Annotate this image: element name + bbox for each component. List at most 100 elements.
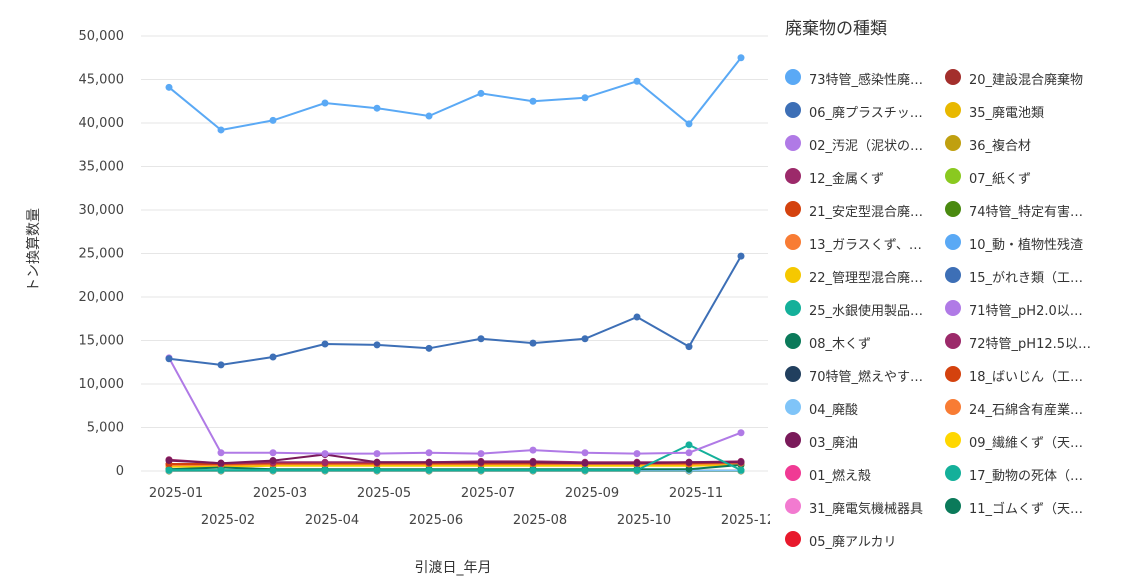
legend-item[interactable]: 31_廃電気機械器具 <box>785 496 950 516</box>
data-point[interactable] <box>425 344 433 352</box>
legend-title: 廃棄物の種類 <box>785 19 887 39</box>
data-point[interactable] <box>373 341 381 349</box>
legend-label: 03_廃油 <box>809 436 859 450</box>
legend-item[interactable]: 07_紙くず <box>945 166 1110 186</box>
data-point[interactable] <box>737 54 745 62</box>
legend-item[interactable]: 15_がれき類（工… <box>945 265 1110 285</box>
legend-swatch <box>785 234 801 250</box>
data-point[interactable] <box>477 450 485 458</box>
legend-swatch <box>785 201 801 217</box>
data-point[interactable] <box>373 104 381 112</box>
legend-item[interactable]: 18_ばいじん（工… <box>945 364 1110 384</box>
data-point[interactable] <box>269 449 277 457</box>
data-point[interactable] <box>737 429 745 437</box>
data-point[interactable] <box>633 313 641 321</box>
data-point[interactable] <box>477 458 485 466</box>
legend-label: 20_建設混合廃棄物 <box>969 73 1084 87</box>
data-point[interactable] <box>685 120 693 128</box>
legend-item[interactable]: 10_動・植物性残渣 <box>945 232 1110 252</box>
data-point[interactable] <box>529 446 537 454</box>
legend-item[interactable]: 05_廃アルカリ <box>785 529 950 549</box>
legend-item[interactable]: 72特管_pH12.5以… <box>945 331 1110 351</box>
data-point[interactable] <box>269 466 277 474</box>
legend-item[interactable]: 08_木くず <box>785 331 950 351</box>
data-point[interactable] <box>165 466 173 474</box>
data-point[interactable] <box>529 458 537 466</box>
legend-item[interactable]: 09_繊維くず（天… <box>945 430 1110 450</box>
legend-item[interactable]: 13_ガラスくず、… <box>785 232 950 252</box>
legend-item[interactable]: 25_水銀使用製品… <box>785 298 950 318</box>
data-point[interactable] <box>633 466 641 474</box>
data-point[interactable] <box>165 457 173 465</box>
data-point[interactable] <box>217 449 225 457</box>
legend-item[interactable]: 04_廃酸 <box>785 397 950 417</box>
legend-item[interactable]: 22_管理型混合廃… <box>785 265 950 285</box>
data-point[interactable] <box>477 89 485 97</box>
data-point[interactable] <box>737 252 745 260</box>
data-point[interactable] <box>581 335 589 343</box>
data-point[interactable] <box>581 449 589 457</box>
data-point[interactable] <box>737 458 745 466</box>
legend-item[interactable]: 21_安定型混合廃… <box>785 199 950 219</box>
data-point[interactable] <box>425 449 433 457</box>
data-point[interactable] <box>581 459 589 467</box>
legend-item[interactable]: 70特管_燃えやす… <box>785 364 950 384</box>
data-point[interactable] <box>633 77 641 85</box>
legend-item[interactable]: 11_ゴムくず（天… <box>945 496 1110 516</box>
legend-item[interactable]: 12_金属くず <box>785 166 950 186</box>
x-axis-title: 引渡日_年月 <box>415 560 492 576</box>
data-point[interactable] <box>269 116 277 124</box>
data-point[interactable] <box>217 466 225 474</box>
legend-item[interactable]: 01_燃え殻 <box>785 463 950 483</box>
legend-item[interactable]: 73特管_感染性廃… <box>785 67 950 87</box>
data-point[interactable] <box>425 458 433 466</box>
data-point[interactable] <box>425 466 433 474</box>
data-point[interactable] <box>269 353 277 361</box>
data-point[interactable] <box>581 466 589 474</box>
y-tick-label: 15,000 <box>79 334 125 349</box>
y-tick-label: 35,000 <box>79 160 125 175</box>
data-point[interactable] <box>321 99 329 107</box>
data-point[interactable] <box>633 459 641 467</box>
legend-item[interactable]: 74特管_特定有害… <box>945 199 1110 219</box>
data-point[interactable] <box>581 94 589 102</box>
legend-item[interactable]: 71特管_pH2.0以… <box>945 298 1110 318</box>
data-point[interactable] <box>165 355 173 363</box>
data-point[interactable] <box>321 466 329 474</box>
legend-item[interactable]: 02_汚泥（泥状の… <box>785 133 950 153</box>
data-point[interactable] <box>373 450 381 458</box>
data-point[interactable] <box>685 449 693 457</box>
legend-item[interactable]: 03_廃油 <box>785 430 950 450</box>
data-point[interactable] <box>217 459 225 467</box>
legend-item[interactable]: 24_石綿含有産業… <box>945 397 1110 417</box>
legend-label: 06_廃プラスチッ… <box>809 106 923 120</box>
data-point[interactable] <box>529 466 537 474</box>
data-point[interactable] <box>477 335 485 343</box>
legend-item[interactable]: 17_動物の死体（… <box>945 463 1110 483</box>
data-point[interactable] <box>685 465 693 473</box>
data-point[interactable] <box>165 83 173 91</box>
data-point[interactable] <box>685 458 693 466</box>
data-point[interactable] <box>321 450 329 458</box>
data-point[interactable] <box>737 466 745 474</box>
data-point[interactable] <box>529 97 537 105</box>
y-tick-label: 5,000 <box>87 421 124 436</box>
data-point[interactable] <box>373 458 381 466</box>
data-point[interactable] <box>425 112 433 120</box>
legend-item[interactable]: 06_廃プラスチッ… <box>785 100 950 120</box>
data-point[interactable] <box>477 466 485 474</box>
data-point[interactable] <box>633 450 641 458</box>
data-point[interactable] <box>321 340 329 348</box>
legend-item[interactable]: 36_複合材 <box>945 133 1110 153</box>
data-point[interactable] <box>373 466 381 474</box>
data-point[interactable] <box>685 441 693 449</box>
legend-item[interactable]: 20_建設混合廃棄物 <box>945 67 1110 87</box>
data-point[interactable] <box>321 458 329 466</box>
legend-item[interactable]: 35_廃電池類 <box>945 100 1110 120</box>
data-point[interactable] <box>685 343 693 351</box>
data-point[interactable] <box>529 339 537 347</box>
legend-label: 22_管理型混合廃… <box>809 271 924 285</box>
data-point[interactable] <box>217 361 225 369</box>
data-point[interactable] <box>217 126 225 134</box>
data-point[interactable] <box>269 457 277 465</box>
